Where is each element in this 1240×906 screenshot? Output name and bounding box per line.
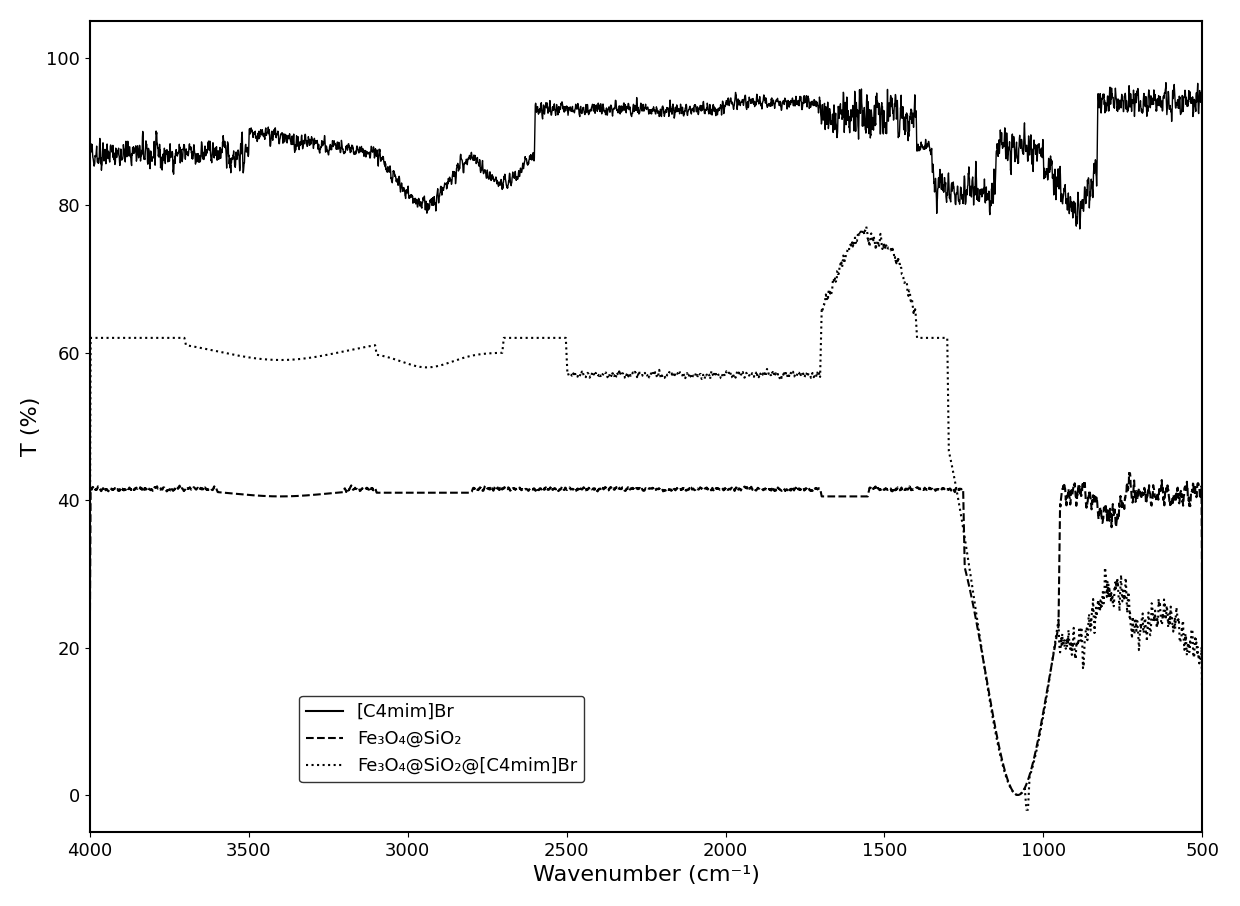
Y-axis label: T (%): T (%): [21, 397, 41, 456]
X-axis label: Wavenumber (cm⁻¹): Wavenumber (cm⁻¹): [533, 865, 760, 885]
Legend: [C4mim]Br, Fe₃O₄@SiO₂, Fe₃O₄@SiO₂@[C4mim]Br: [C4mim]Br, Fe₃O₄@SiO₂, Fe₃O₄@SiO₂@[C4mim…: [299, 696, 584, 782]
